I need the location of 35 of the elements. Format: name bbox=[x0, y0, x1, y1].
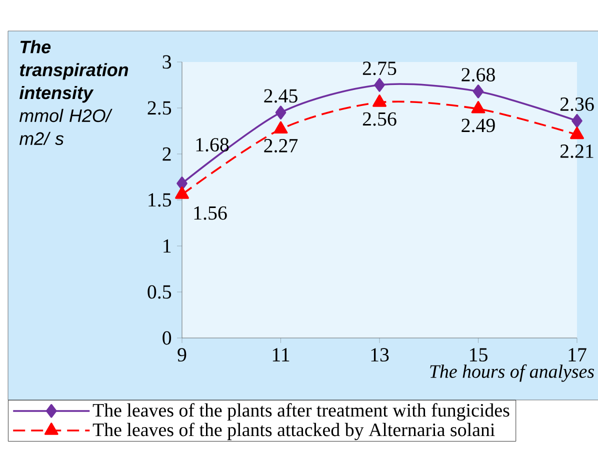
x-axis-title: The hours of analyses bbox=[430, 364, 594, 382]
y-tick-label: 2.5 bbox=[148, 101, 172, 115]
point bbox=[275, 106, 286, 120]
data-label: 2.27 bbox=[264, 139, 298, 152]
y-tick-label: 1 bbox=[164, 239, 171, 253]
point bbox=[472, 84, 484, 98]
data-label: 2.68 bbox=[462, 68, 495, 82]
data-label: 2.56 bbox=[362, 112, 396, 126]
x-tick-label: 9 bbox=[178, 348, 186, 362]
point bbox=[274, 121, 288, 134]
data-label: 1.56 bbox=[194, 206, 227, 220]
point bbox=[372, 94, 386, 107]
x-tick-label: 17 bbox=[568, 348, 586, 362]
y-tick-label: 3 bbox=[162, 55, 172, 69]
point bbox=[572, 114, 582, 128]
y-tick-label: 2 bbox=[162, 147, 171, 161]
data-label: 2.45 bbox=[264, 89, 298, 103]
data-label: 2.49 bbox=[462, 118, 495, 132]
point bbox=[374, 78, 385, 92]
data-label: 2.75 bbox=[362, 62, 396, 76]
x-tick-label: 11 bbox=[272, 348, 290, 362]
y-tick-label: 0 bbox=[162, 331, 172, 345]
data-label: 2.36 bbox=[560, 98, 594, 111]
x-tick-label: 15 bbox=[470, 348, 488, 362]
legend-label: The leaves of the plants after treatment with fungicides bbox=[92, 403, 510, 421]
point bbox=[471, 101, 486, 114]
point bbox=[175, 186, 189, 199]
data-label: 2.21 bbox=[560, 144, 594, 158]
y-tick-label: 1.5 bbox=[148, 193, 172, 207]
point bbox=[570, 126, 584, 140]
y-tick-label: 0.5 bbox=[148, 285, 172, 299]
legend-label: The leaves of the plants attacked by Alternaria solani bbox=[92, 422, 495, 440]
data-label: 1.68 bbox=[196, 138, 229, 152]
x-tick-label: 13 bbox=[371, 348, 389, 362]
y-axis-title: The transpiration intensity mmol H2O/ m2/ s bbox=[19, 40, 128, 145]
